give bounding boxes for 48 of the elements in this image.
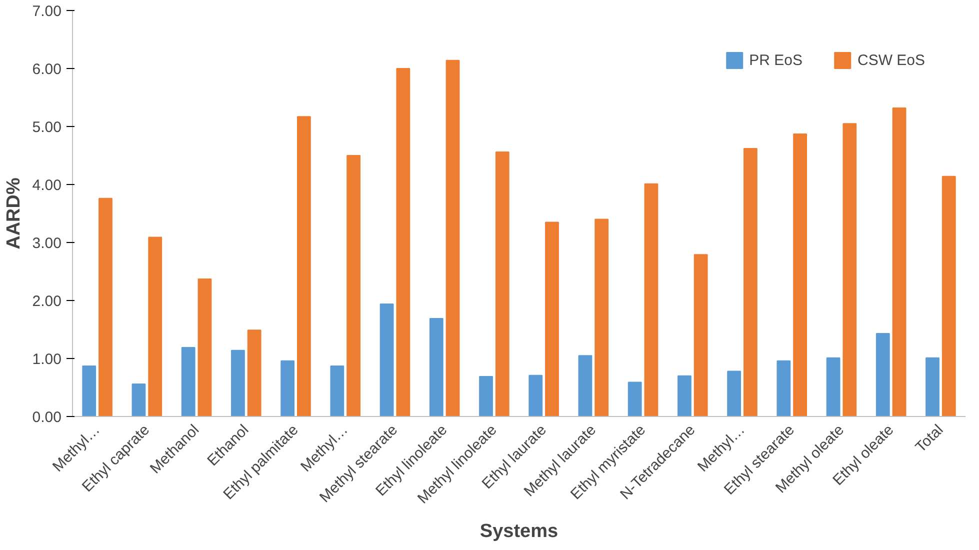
y-tick-label: 0.00: [32, 409, 62, 426]
bar: [743, 148, 758, 416]
bar: [694, 254, 708, 416]
bar: [942, 176, 956, 416]
bar: [280, 360, 295, 416]
y-tick-label: 7.00: [32, 3, 62, 20]
bar: [892, 107, 906, 416]
bar: [594, 218, 609, 416]
x-axis-title: Systems: [480, 521, 558, 542]
bar: [479, 376, 493, 416]
bar: [148, 236, 162, 416]
bar: [330, 366, 344, 416]
bar: [82, 366, 96, 416]
bar: [926, 357, 940, 416]
bar: [231, 350, 245, 416]
bar: [842, 123, 857, 416]
y-tick-label: 1.00: [32, 351, 62, 368]
bar: [545, 222, 559, 416]
bar: [296, 116, 311, 416]
bar: [380, 303, 394, 416]
bar: [98, 198, 112, 416]
bar: [495, 152, 510, 416]
bar: [429, 318, 444, 416]
bar: [578, 355, 592, 416]
bar: [628, 382, 642, 416]
y-axis-title: AARD%: [3, 178, 24, 250]
bar: [644, 183, 658, 416]
bar: [776, 360, 791, 416]
bar: [247, 330, 262, 416]
bar: [198, 278, 212, 416]
bar: [727, 370, 742, 416]
bar: [132, 384, 146, 416]
bar: [396, 68, 410, 416]
bar: [678, 375, 692, 416]
y-tick-label: 4.00: [32, 177, 62, 194]
y-tick-label: 2.00: [32, 293, 62, 310]
y-tick-label: 5.00: [32, 119, 62, 136]
y-tick-label: 3.00: [32, 235, 62, 252]
legend-label: CSW EoS: [857, 52, 925, 68]
bar: [346, 155, 360, 416]
y-tick-label: 6.00: [32, 61, 62, 78]
bar: [793, 134, 807, 416]
bar: [876, 333, 890, 416]
legend-label: PR EoS: [749, 52, 802, 68]
bar: [181, 346, 196, 416]
bar: [446, 60, 460, 416]
bar: [826, 357, 840, 416]
bar: [528, 374, 543, 416]
